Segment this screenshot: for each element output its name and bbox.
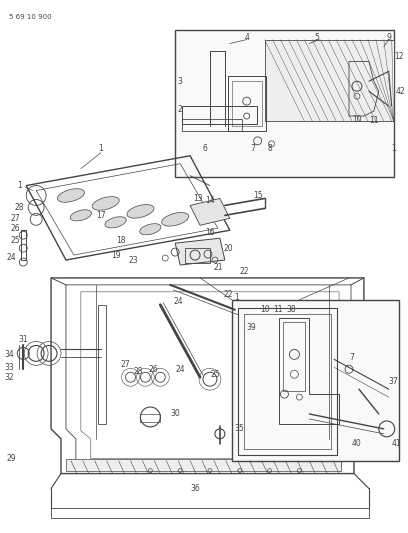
Ellipse shape xyxy=(127,205,154,218)
Text: 12: 12 xyxy=(394,52,404,61)
Text: 11: 11 xyxy=(273,305,282,314)
Text: 30: 30 xyxy=(170,409,180,418)
Polygon shape xyxy=(190,198,230,225)
Bar xyxy=(284,321,305,391)
Bar xyxy=(232,300,399,461)
Ellipse shape xyxy=(162,213,189,226)
Bar xyxy=(185,248,210,263)
Text: 42: 42 xyxy=(396,87,406,96)
Text: 25: 25 xyxy=(11,236,20,245)
Text: 17: 17 xyxy=(96,211,106,220)
Text: 26: 26 xyxy=(11,224,20,233)
Text: 37: 37 xyxy=(389,377,399,386)
Text: 20: 20 xyxy=(223,244,233,253)
Bar xyxy=(238,308,337,455)
Text: 4: 4 xyxy=(244,33,249,42)
Text: 33: 33 xyxy=(4,363,14,372)
Text: 28: 28 xyxy=(15,203,24,212)
Bar xyxy=(21,230,26,260)
Bar xyxy=(98,305,106,424)
Text: 7: 7 xyxy=(350,353,355,362)
Bar xyxy=(182,106,257,124)
Text: 31: 31 xyxy=(18,335,28,344)
Text: 8: 8 xyxy=(267,144,272,154)
Text: 26: 26 xyxy=(149,365,158,374)
Ellipse shape xyxy=(140,224,161,235)
Text: 9: 9 xyxy=(386,33,391,42)
Bar xyxy=(337,305,345,434)
Polygon shape xyxy=(264,39,394,121)
Bar xyxy=(244,314,331,449)
Text: 27: 27 xyxy=(121,360,130,369)
Text: 24: 24 xyxy=(175,365,185,374)
Text: 15: 15 xyxy=(253,191,262,200)
Text: 1: 1 xyxy=(98,144,103,154)
Text: 40: 40 xyxy=(352,439,362,448)
Text: 28: 28 xyxy=(134,367,143,376)
Ellipse shape xyxy=(70,210,91,221)
Text: 21: 21 xyxy=(213,263,223,272)
Bar xyxy=(140,414,160,422)
Ellipse shape xyxy=(105,217,126,228)
Text: 14: 14 xyxy=(205,196,215,205)
Bar xyxy=(66,459,341,471)
Text: 3: 3 xyxy=(178,77,183,86)
Text: 11: 11 xyxy=(369,117,379,125)
Text: 16: 16 xyxy=(205,228,215,237)
Ellipse shape xyxy=(58,189,84,203)
Text: 1: 1 xyxy=(17,181,22,190)
Text: 10: 10 xyxy=(260,305,269,314)
Bar xyxy=(232,81,262,126)
Bar xyxy=(175,30,394,176)
Text: 39: 39 xyxy=(247,323,257,332)
Text: 27: 27 xyxy=(11,214,20,223)
Text: 1: 1 xyxy=(235,293,239,302)
Ellipse shape xyxy=(92,197,119,210)
Bar xyxy=(228,76,266,131)
Text: 22: 22 xyxy=(240,268,249,277)
Text: 5 69 10 900: 5 69 10 900 xyxy=(9,14,52,20)
Text: 1: 1 xyxy=(391,144,396,154)
Text: 10: 10 xyxy=(352,115,362,124)
Bar xyxy=(51,508,369,518)
Polygon shape xyxy=(175,238,225,265)
Text: 35: 35 xyxy=(235,424,245,433)
Text: 5: 5 xyxy=(315,33,319,42)
Bar xyxy=(182,119,242,131)
Text: 6: 6 xyxy=(202,144,207,154)
Text: 25: 25 xyxy=(210,370,220,379)
Text: 18: 18 xyxy=(116,236,125,245)
Text: 22: 22 xyxy=(223,290,233,300)
Text: 32: 32 xyxy=(4,373,14,382)
Text: 7: 7 xyxy=(250,144,255,154)
Text: 41: 41 xyxy=(392,439,401,448)
Text: 2: 2 xyxy=(178,104,182,114)
Text: 34: 34 xyxy=(4,350,14,359)
Text: 24: 24 xyxy=(7,253,16,262)
Text: 24: 24 xyxy=(173,297,183,306)
Text: 19: 19 xyxy=(111,251,120,260)
Text: 13: 13 xyxy=(193,194,203,203)
Text: 23: 23 xyxy=(129,255,138,264)
Text: 36: 36 xyxy=(190,484,200,493)
Text: 38: 38 xyxy=(286,305,296,314)
Text: 29: 29 xyxy=(7,454,16,463)
